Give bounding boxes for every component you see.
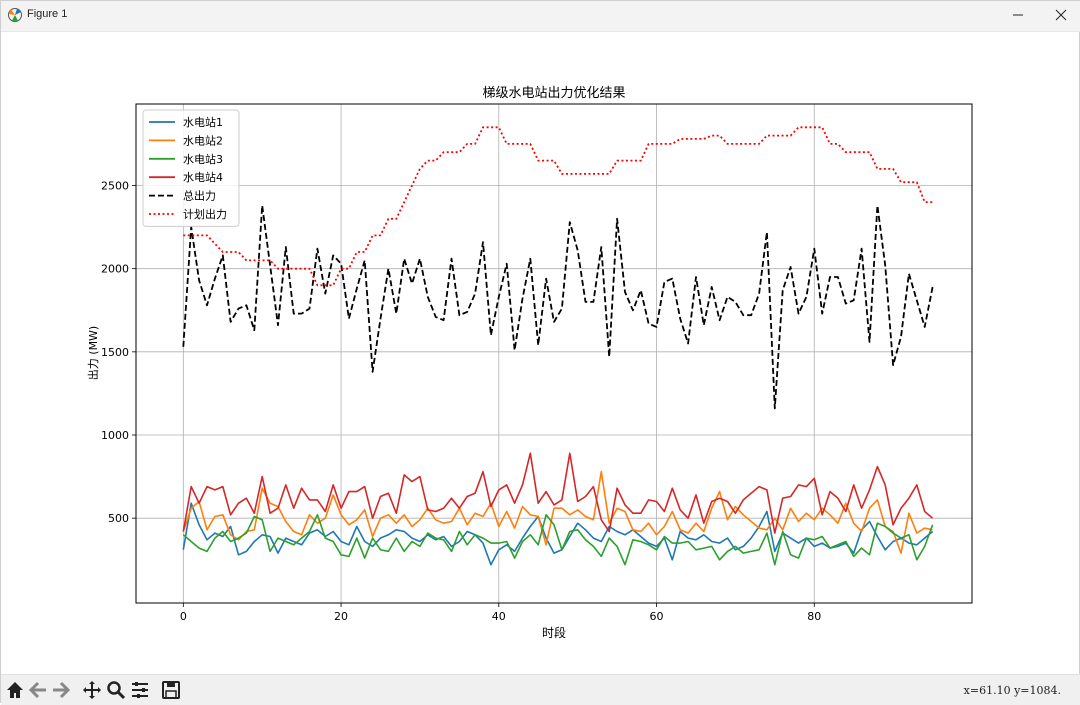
minimize-button[interactable] bbox=[995, 1, 1041, 29]
legend-label-6: 计划出力 bbox=[183, 207, 227, 221]
series-line-3 bbox=[182, 513, 934, 566]
grid-layer bbox=[136, 104, 972, 603]
plot-frame bbox=[135, 103, 973, 604]
series-line-2 bbox=[182, 470, 933, 554]
tick-layer: 0 20 40 60 80 500 1000 1500 2000 2500 bbox=[101, 180, 821, 623]
series-line-5 bbox=[182, 204, 934, 410]
close-button[interactable] bbox=[1041, 1, 1080, 29]
line-chart: 梯级水电站出力优化结果 0 20 40 60 80 500 1000 1500 2000 2500… bbox=[86, 86, 973, 640]
x-tick-label: 60 bbox=[650, 610, 664, 623]
configure-subplots-button[interactable] bbox=[129, 679, 151, 701]
zoom-button[interactable] bbox=[105, 679, 127, 701]
legend-label-5: 总出力 bbox=[183, 189, 216, 203]
back-icon bbox=[28, 681, 46, 699]
forward-icon bbox=[53, 681, 71, 699]
x-axis-label: 时段 bbox=[542, 625, 566, 640]
legend-label-3: 水电站3 bbox=[183, 152, 223, 166]
configure-subplots-icon bbox=[132, 682, 148, 698]
chart-title: 梯级水电站出力优化结果 bbox=[482, 86, 625, 101]
save-button[interactable] bbox=[160, 679, 182, 701]
y-tick-label: 1500 bbox=[101, 346, 129, 359]
title-bar[interactable]: Figure 1 bbox=[1, 1, 1080, 32]
series-layer bbox=[182, 126, 934, 566]
series-line-1 bbox=[182, 502, 934, 566]
matplotlib-app-icon bbox=[8, 8, 22, 22]
x-tick-label: 80 bbox=[807, 610, 821, 623]
series-line-4 bbox=[182, 452, 934, 534]
legend-label-2: 水电站2 bbox=[183, 133, 223, 147]
y-tick-label: 1000 bbox=[101, 429, 129, 442]
cursor-coordinates: x=61.10 y=1084. bbox=[963, 684, 1061, 697]
save-icon bbox=[162, 681, 180, 699]
forward-button[interactable] bbox=[50, 679, 72, 701]
maximize-button[interactable] bbox=[995, 1, 1041, 29]
x-tick-label: 0 bbox=[180, 610, 187, 623]
figure-canvas[interactable]: 梯级水电站出力优化结果 0 20 40 60 80 500 1000 1500 2000 2500… bbox=[1, 31, 1080, 674]
home-icon bbox=[7, 682, 23, 698]
series-line-6 bbox=[183, 126, 933, 287]
window-title: Figure 1 bbox=[27, 8, 68, 20]
zoom-icon bbox=[107, 681, 126, 700]
navigation-toolbar: x=61.10 y=1084. bbox=[1, 674, 1080, 705]
legend-box bbox=[142, 109, 240, 227]
x-tick-label: 40 bbox=[492, 610, 506, 623]
home-button[interactable] bbox=[4, 679, 26, 701]
close-icon bbox=[1055, 9, 1067, 21]
y-tick-label: 2500 bbox=[101, 180, 129, 193]
y-axis-label: 出力 (MW) bbox=[86, 326, 100, 380]
pan-button[interactable] bbox=[81, 679, 103, 701]
x-tick-label: 20 bbox=[334, 610, 348, 623]
y-tick-label: 2000 bbox=[101, 263, 129, 276]
y-tick-label: 500 bbox=[108, 512, 129, 525]
pan-icon bbox=[83, 681, 101, 699]
back-button[interactable] bbox=[27, 679, 49, 701]
legend-label-1: 水电站1 bbox=[183, 115, 223, 129]
legend-label-4: 水电站4 bbox=[183, 170, 223, 184]
minimize-icon bbox=[1013, 14, 1023, 16]
